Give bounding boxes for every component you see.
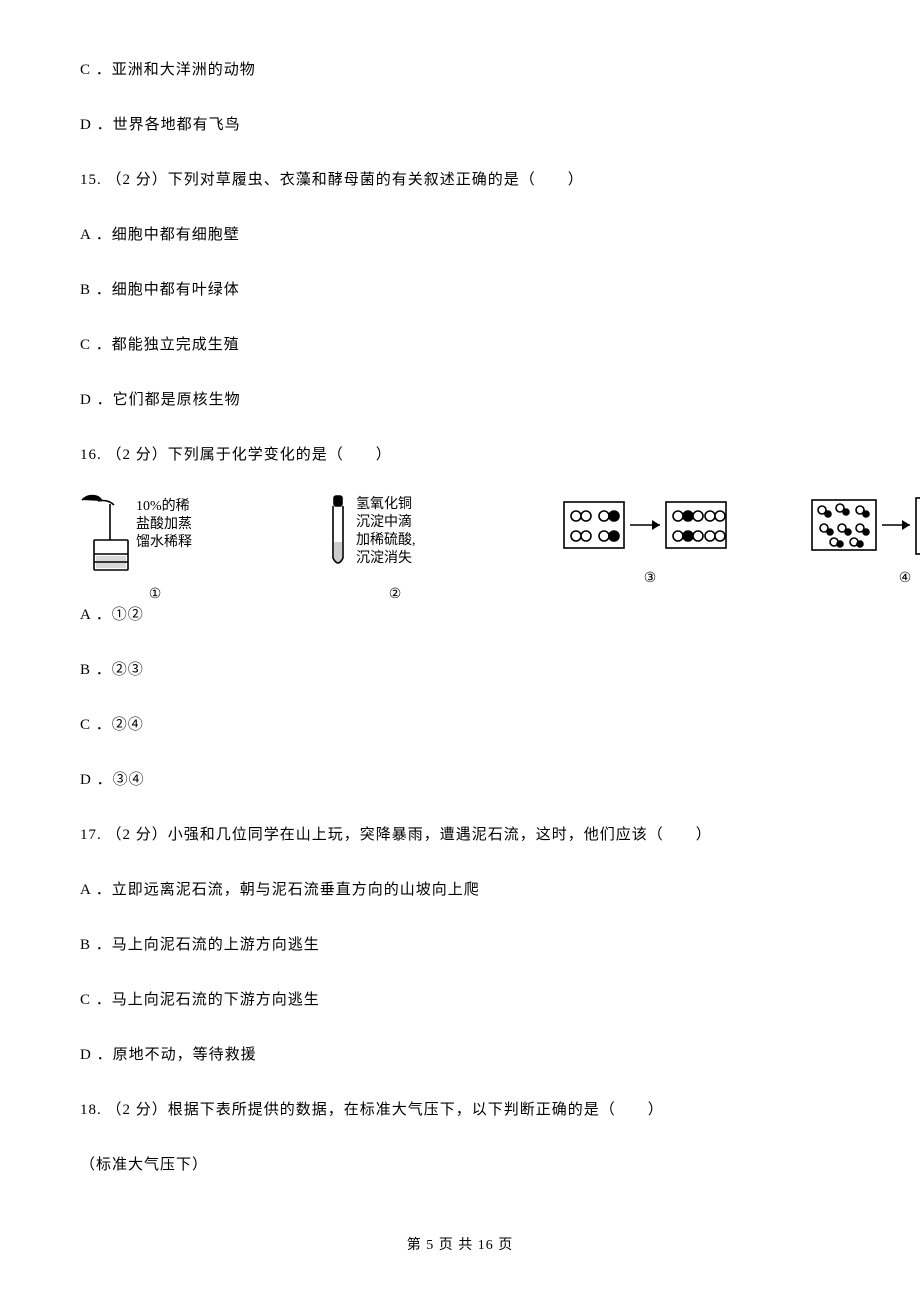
particle-expand-icon: [810, 492, 920, 562]
q15-option-b: B ．细胞中都有叶绿体: [80, 280, 840, 301]
q18-subnote: （标准大气压下）: [80, 1155, 840, 1176]
q16-stem: 16. （2 分）下列属于化学变化的是（ ）: [80, 445, 840, 466]
q17-option-a: A ．立即远离泥石流，朝与泥石流垂直方向的山坡向上爬: [80, 880, 840, 901]
q16-d3-label: ③: [644, 570, 657, 587]
q16-option-b: B ．②③: [80, 660, 840, 681]
q16-d1-label: ①: [149, 586, 162, 603]
q15-option-c: C ．都能独立完成生殖: [80, 335, 840, 356]
svg-text:馏水稀释: 馏水稀释: [136, 534, 192, 550]
q17-option-b: B ．马上向泥石流的上游方向逃生: [80, 935, 840, 956]
molecule-box-icon: [560, 492, 740, 562]
prev-option-d: D ．世界各地都有飞鸟: [80, 115, 840, 136]
q16-d4-label: ④: [899, 570, 912, 587]
prev-option-c: C ．亚洲和大洋洲的动物: [80, 60, 840, 81]
q17-stem: 17. （2 分）小强和几位同学在山上玩，突降暴雨，遭遇泥石流，这时，他们应该（…: [80, 825, 840, 846]
q16-diagram-3: ③: [560, 492, 740, 587]
beaker-pour-icon: 10%的稀 盐酸加蒸 馏水稀释: [80, 492, 230, 578]
q16-d2-label: ②: [389, 586, 402, 603]
q15-option-d: D ．它们都是原核生物: [80, 390, 840, 411]
q18-stem: 18. （2 分）根据下表所提供的数据，在标准大气压下，以下判断正确的是（ ）: [80, 1100, 840, 1121]
q16-option-a: A ．①②: [80, 605, 840, 626]
q16-diagram-4: ④: [810, 492, 920, 587]
q17-option-d: D ．原地不动，等待救援: [80, 1045, 840, 1066]
q16-diagram-1: 10%的稀 盐酸加蒸 馏水稀释 ①: [80, 492, 230, 603]
svg-text:氢氧化铜: 氢氧化铜: [356, 496, 412, 512]
q16-option-c: C ．②④: [80, 715, 840, 736]
svg-text:沉淀中滴: 沉淀中滴: [356, 513, 412, 530]
q15-stem: 15. （2 分）下列对草履虫、衣藻和酵母菌的有关叙述正确的是（ ）: [80, 170, 840, 191]
q15-option-a: A ．细胞中都有细胞壁: [80, 225, 840, 246]
svg-text:10%的稀: 10%的稀: [136, 498, 190, 514]
q17-option-c: C ．马上向泥石流的下游方向逃生: [80, 990, 840, 1011]
q16-diagram-row: 10%的稀 盐酸加蒸 馏水稀释 ① 氢氧化铜 沉淀中滴 加稀硫酸, 沉淀消失 ②: [80, 492, 840, 603]
page-footer: 第 5 页 共 16 页: [0, 1234, 920, 1254]
q16-diagram-2: 氢氧化铜 沉淀中滴 加稀硫酸, 沉淀消失 ②: [320, 492, 470, 603]
test-tube-icon: 氢氧化铜 沉淀中滴 加稀硫酸, 沉淀消失: [320, 492, 470, 578]
svg-text:加稀硫酸,: 加稀硫酸,: [356, 532, 416, 548]
svg-text:沉淀消失: 沉淀消失: [356, 550, 412, 566]
svg-text:盐酸加蒸: 盐酸加蒸: [136, 516, 192, 532]
q16-option-d: D ．③④: [80, 770, 840, 791]
